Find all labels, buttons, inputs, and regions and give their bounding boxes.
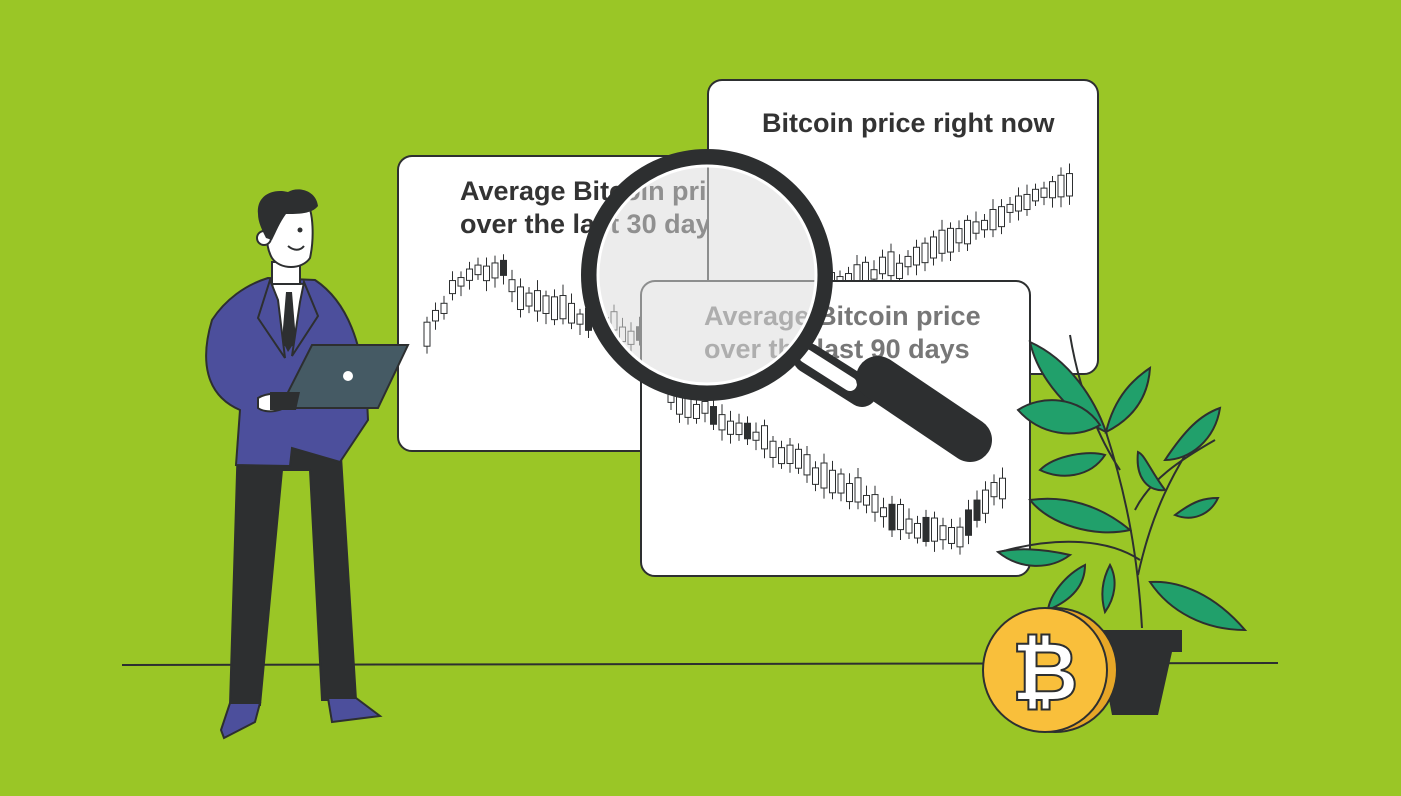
candle-body bbox=[930, 236, 937, 259]
candle-body bbox=[973, 499, 981, 521]
candle-body bbox=[846, 482, 853, 503]
bitcoin-coin-icon: ₿ bbox=[982, 607, 1118, 733]
candle-body bbox=[735, 422, 743, 436]
candle-body bbox=[964, 219, 971, 245]
candle-body bbox=[718, 414, 726, 431]
candle-body bbox=[888, 503, 896, 531]
candle-body bbox=[423, 321, 431, 347]
candle-body bbox=[939, 525, 947, 541]
candle-body bbox=[955, 228, 963, 244]
candle-body bbox=[921, 242, 929, 264]
candle-body bbox=[999, 477, 1006, 500]
candle-body bbox=[752, 431, 760, 441]
candle-body bbox=[1049, 181, 1056, 199]
card-now-title: Bitcoin price right now bbox=[762, 108, 1056, 138]
candle-body bbox=[905, 518, 913, 534]
magnifier-icon bbox=[581, 149, 992, 462]
candle-body bbox=[854, 477, 862, 503]
candle-body bbox=[457, 277, 465, 287]
candle-body bbox=[880, 507, 887, 518]
candle-body bbox=[887, 251, 895, 277]
candle-body bbox=[931, 517, 938, 542]
candle-body bbox=[998, 206, 1005, 228]
candle-body bbox=[786, 444, 794, 464]
candle-body bbox=[972, 221, 980, 234]
candle-body bbox=[517, 286, 524, 311]
candle-body bbox=[913, 246, 920, 266]
candle-body bbox=[727, 420, 734, 435]
candle-body bbox=[508, 279, 516, 293]
candle-body bbox=[914, 522, 921, 539]
candle-body bbox=[922, 516, 930, 542]
candle-body bbox=[1032, 188, 1039, 202]
candle-body bbox=[542, 295, 550, 314]
candle-body bbox=[948, 527, 955, 544]
candlestick-chart-90-days bbox=[667, 383, 1006, 555]
candle-body bbox=[491, 262, 499, 279]
candle-body bbox=[1015, 195, 1022, 212]
candle-body bbox=[829, 469, 836, 494]
candle-body bbox=[947, 227, 954, 253]
candle-body bbox=[879, 256, 886, 275]
candle-body bbox=[981, 219, 988, 231]
candle-body bbox=[534, 290, 541, 312]
candle-body bbox=[769, 440, 777, 458]
candle-body bbox=[701, 400, 709, 414]
candle-body bbox=[803, 454, 811, 476]
candle-body bbox=[820, 462, 828, 489]
candle-body bbox=[1066, 173, 1073, 197]
candle-body bbox=[568, 302, 575, 324]
candle-body bbox=[896, 262, 903, 279]
candle-body bbox=[551, 296, 558, 321]
candle-body bbox=[863, 494, 870, 506]
candle-body bbox=[576, 313, 584, 325]
candle-body bbox=[500, 259, 507, 276]
candle-body bbox=[989, 208, 997, 231]
candle-body bbox=[761, 425, 768, 450]
candle-body bbox=[483, 265, 490, 282]
candle-body bbox=[440, 302, 448, 314]
bitcoin-symbol: ₿ bbox=[1012, 625, 1079, 720]
candle-body bbox=[778, 447, 785, 465]
candle-body bbox=[982, 489, 989, 514]
candle-body bbox=[871, 494, 879, 513]
candle-body bbox=[904, 255, 912, 268]
candle-body bbox=[1023, 193, 1031, 211]
candle-body bbox=[710, 406, 717, 425]
candle-body bbox=[525, 292, 533, 307]
candle-body bbox=[938, 229, 946, 254]
candle-body bbox=[965, 509, 972, 536]
candle-body bbox=[897, 504, 904, 531]
candle-body bbox=[432, 309, 439, 322]
laptop-icon bbox=[270, 344, 410, 410]
candle-body bbox=[466, 268, 473, 281]
candle-body bbox=[1057, 174, 1065, 198]
candle-body bbox=[795, 448, 802, 469]
candle-body bbox=[812, 467, 819, 485]
candle-body bbox=[693, 403, 700, 419]
candle-body bbox=[559, 295, 567, 320]
candle-body bbox=[1040, 187, 1048, 198]
candle-body bbox=[449, 280, 456, 295]
candle-body bbox=[474, 264, 482, 276]
candle-body bbox=[744, 422, 751, 440]
candle-body bbox=[990, 482, 998, 498]
candle-body bbox=[837, 473, 845, 494]
plant-icon bbox=[995, 334, 1248, 715]
person-illustration bbox=[205, 189, 383, 740]
candle-body bbox=[1006, 203, 1014, 213]
candle-body bbox=[870, 269, 878, 280]
candle-body bbox=[956, 526, 964, 548]
